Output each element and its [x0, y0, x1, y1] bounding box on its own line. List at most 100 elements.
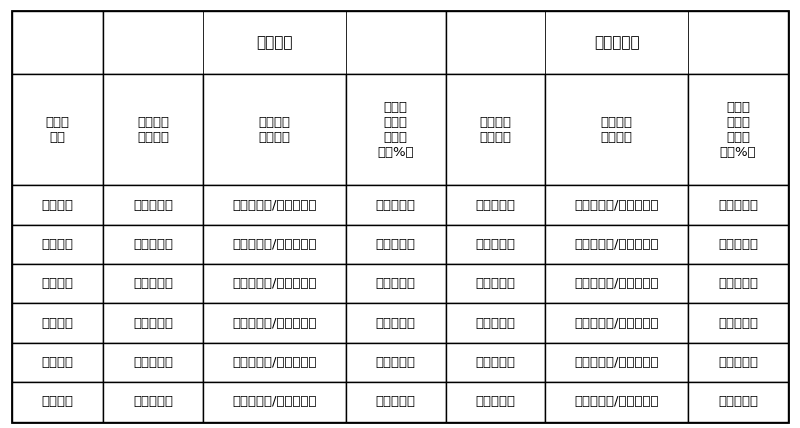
Text: 不同实
验室: 不同实 验室: [46, 116, 70, 144]
Bar: [103, 343, 202, 382]
Text: 实验室２: 实验室２: [42, 238, 74, 251]
Bar: [446, 343, 546, 382]
Bar: [346, 185, 446, 225]
Text: ０．３１４: ０．３１４: [718, 317, 758, 330]
Text: ２．３９０: ２．３９０: [133, 238, 173, 251]
Text: ０．２０６: ０．２０６: [376, 277, 416, 290]
Bar: [346, 382, 446, 422]
Bar: [12, 74, 103, 185]
Bar: [103, 11, 446, 74]
Bar: [103, 185, 202, 225]
Text: 实验室６: 实验室６: [42, 395, 74, 408]
Text: ０．３５７: ０．３５７: [376, 238, 416, 251]
Bar: [12, 303, 103, 343]
Bar: [546, 225, 688, 264]
Bar: [12, 264, 103, 303]
Text: ０．２５４: ０．２５４: [376, 395, 416, 408]
Bar: [546, 303, 688, 343]
Text: ２．６５６/２．６３２: ２．６５６/２．６３２: [232, 277, 317, 290]
Text: 测得的
含钙质
量百分
数（%）: 测得的 含钙质 量百分 数（%）: [378, 101, 414, 159]
Bar: [103, 382, 202, 422]
Text: ０．７１２: ０．７１２: [475, 317, 515, 330]
Text: ２．５０２/２．４９０: ２．５０２/２．４９０: [232, 317, 317, 330]
Text: ０．２４５: ０．２４５: [376, 199, 416, 211]
Text: 实验室５: 实验室５: [42, 356, 74, 369]
Bar: [202, 382, 346, 422]
Text: ０．３２０: ０．３２０: [718, 356, 758, 369]
Text: ０．８７６/０．８７８: ０．８７６/０．８７８: [574, 356, 659, 369]
Bar: [446, 303, 546, 343]
Text: 对照方法: 对照方法: [256, 35, 293, 50]
Bar: [202, 74, 346, 185]
Text: ２．５０４/２．４８９: ２．５０４/２．４８９: [232, 356, 317, 369]
Bar: [546, 74, 688, 185]
Text: ０．７０２: ０．７０２: [475, 238, 515, 251]
Text: ０．３１０: ０．３１０: [718, 199, 758, 211]
Bar: [202, 264, 346, 303]
Bar: [546, 382, 688, 422]
Text: ２．５６２/２．５９０: ２．５６２/２．５９０: [232, 238, 317, 251]
Text: 测得的
含钙质
量百分
数（%）: 测得的 含钙质 量百分 数（%）: [720, 101, 757, 159]
Text: ２．５７６: ２．５７６: [133, 277, 173, 290]
Bar: [546, 343, 688, 382]
Bar: [688, 74, 788, 185]
Text: ０．３０３: ０．３０３: [376, 356, 416, 369]
Text: ０．２２３: ０．２２３: [376, 317, 416, 330]
Bar: [688, 185, 788, 225]
Bar: [103, 303, 202, 343]
Bar: [688, 343, 788, 382]
Bar: [202, 303, 346, 343]
Text: ２．８４９/２．８２０: ２．８４９/２．８２０: [232, 395, 317, 408]
Bar: [346, 74, 446, 185]
Text: ２．３５７: ２．３５７: [133, 356, 173, 369]
Bar: [446, 74, 546, 185]
Bar: [12, 225, 103, 264]
Bar: [688, 264, 788, 303]
Text: ０．７２１: ０．７２１: [475, 356, 515, 369]
Text: ０．８６３/０．８５８: ０．８６３/０．８５８: [574, 238, 659, 251]
Bar: [346, 343, 446, 382]
Bar: [12, 343, 103, 382]
Text: ２．７２２: ２．７２２: [133, 395, 173, 408]
Text: 本发明方法: 本发明方法: [594, 35, 639, 50]
Bar: [12, 382, 103, 422]
Text: ０．３１４: ０．３１４: [718, 238, 758, 251]
Bar: [12, 185, 103, 225]
Text: ０．３２３: ０．３２３: [718, 277, 758, 290]
Text: ２．４４０: ２．４４０: [133, 199, 173, 211]
Bar: [446, 225, 546, 264]
Bar: [446, 185, 546, 225]
Text: ２．３５２: ２．３５２: [133, 317, 173, 330]
Bar: [546, 185, 688, 225]
Text: 试样１的
吸光度值: 试样１的 吸光度值: [258, 116, 290, 144]
Bar: [103, 264, 202, 303]
Bar: [446, 264, 546, 303]
Bar: [346, 303, 446, 343]
Text: 空白１的
吸光度值: 空白１的 吸光度值: [479, 116, 511, 144]
Text: 空白１的
吸光度值: 空白１的 吸光度值: [137, 116, 169, 144]
Bar: [346, 264, 446, 303]
Text: ２．５６０/２．５５０: ２．５６０/２．５５０: [232, 199, 317, 211]
Bar: [103, 225, 202, 264]
Text: ０．８８２/０．８７８: ０．８８２/０．８７８: [574, 395, 659, 408]
Text: 实验室４: 实验室４: [42, 317, 74, 330]
Text: ０．８７１/０．８７４: ０．８７１/０．８７４: [574, 277, 659, 290]
Bar: [446, 382, 546, 422]
Bar: [688, 382, 788, 422]
Text: ０．８８７/０．８８１: ０．８８７/０．８８１: [574, 317, 659, 330]
Bar: [688, 303, 788, 343]
Bar: [446, 11, 788, 74]
Text: ０．８３５/０．８３９: ０．８３５/０．８３９: [574, 199, 659, 211]
Text: 实验室３: 实验室３: [42, 277, 74, 290]
Text: ０．３１６: ０．３１６: [718, 395, 758, 408]
Bar: [103, 74, 202, 185]
Bar: [346, 225, 446, 264]
Bar: [688, 225, 788, 264]
Text: ０．７２２: ０．７２２: [475, 395, 515, 408]
Text: 实验室１: 实验室１: [42, 199, 74, 211]
Text: ０．７０４: ０．７０４: [475, 277, 515, 290]
Text: 试样１的
吸光度值: 试样１的 吸光度值: [601, 116, 633, 144]
Text: ０．７０５: ０．７０５: [475, 199, 515, 211]
Bar: [546, 264, 688, 303]
Bar: [12, 11, 103, 74]
